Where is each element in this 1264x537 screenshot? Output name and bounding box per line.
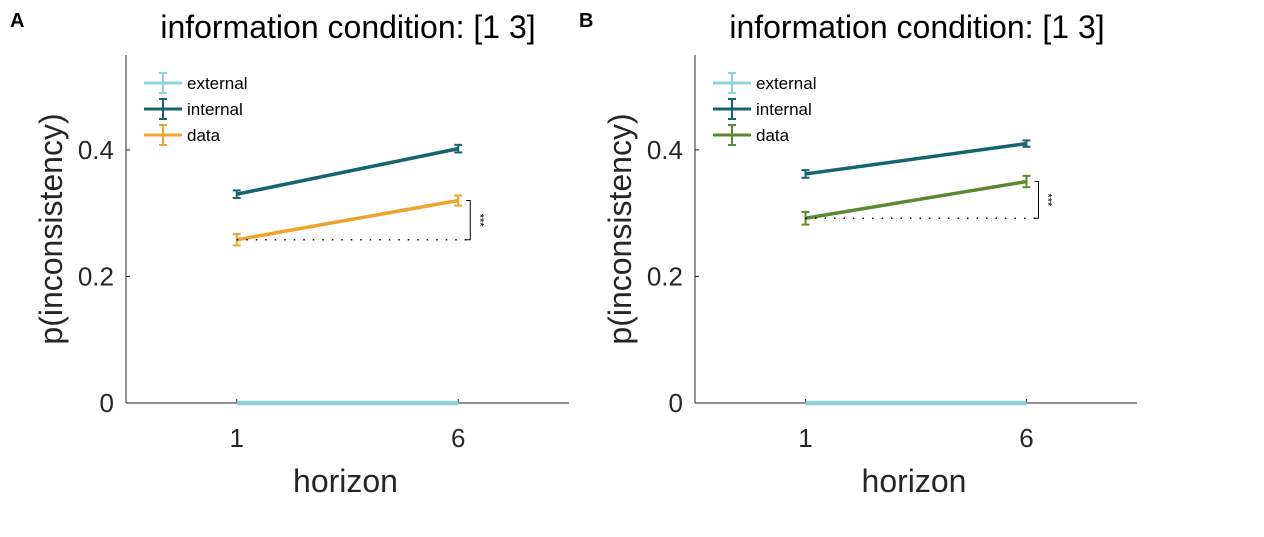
y-axis-label: p(inconsistency): [602, 113, 638, 344]
legend-entry-external: external: [144, 72, 247, 94]
y-tick-label: 0: [669, 388, 683, 418]
significance-bracket: [1034, 181, 1039, 219]
y-tick-label: 0.4: [78, 135, 114, 165]
significance-bracket: [466, 200, 471, 241]
x-tick-label: 6: [451, 423, 465, 453]
y-tick-label: 0.2: [78, 261, 114, 291]
x-axis-label: horizon: [862, 463, 967, 499]
legend-label-external: external: [756, 74, 816, 93]
legend-label-external: external: [187, 74, 247, 93]
series-line-internal: [236, 146, 459, 196]
legend-entry-data: data: [713, 124, 790, 146]
panel-letter: A: [10, 10, 24, 32]
y-tick-label: 0.2: [647, 261, 683, 291]
chart-title: information condition: [1 3]: [729, 9, 1104, 45]
series-line-data: [805, 179, 1027, 220]
significance-stars: ***: [473, 214, 485, 228]
y-tick-label: 0: [100, 388, 114, 418]
y-axis-label: p(inconsistency): [33, 113, 69, 344]
legend-label-internal: internal: [187, 100, 243, 119]
x-axis-label: horizon: [293, 463, 398, 499]
series-data: [801, 174, 1031, 226]
series-internal: [801, 139, 1031, 179]
x-tick-label: 1: [230, 423, 244, 453]
x-tick-label: 6: [1019, 423, 1033, 453]
legend-entry-data: data: [144, 124, 221, 146]
x-tick-label: 1: [798, 423, 812, 453]
chart-title: information condition: [1 3]: [160, 9, 535, 45]
series-line-internal: [805, 141, 1027, 176]
legend-label-data: data: [187, 126, 221, 145]
series-line-data: [236, 198, 459, 242]
legend-label-data: data: [756, 126, 790, 145]
series-internal: [232, 143, 463, 199]
panel-letter: B: [579, 10, 593, 32]
significance-stars: ***: [1042, 193, 1054, 207]
legend-label-internal: internal: [756, 100, 812, 119]
legend-entry-external: external: [713, 72, 816, 94]
legend-entry-internal: internal: [144, 98, 243, 120]
legend-entry-internal: internal: [713, 98, 812, 120]
series-data: [232, 194, 463, 247]
y-tick-label: 0.4: [647, 135, 683, 165]
